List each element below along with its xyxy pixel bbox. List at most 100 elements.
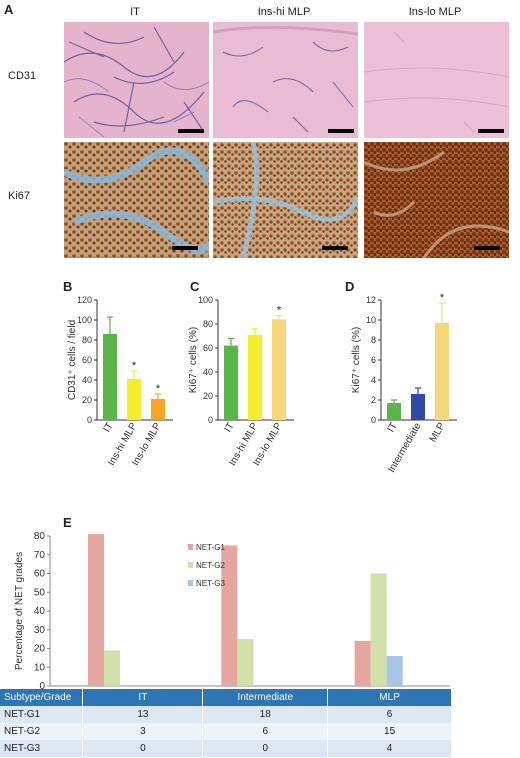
bar	[151, 399, 165, 420]
micrograph-cd31-it	[64, 22, 209, 138]
legend-label: NET-G1	[196, 543, 225, 552]
y-tick-label: 40	[82, 375, 92, 385]
table-header: Intermediate	[202, 689, 329, 706]
y-tick-label: 50	[34, 587, 46, 598]
bar	[386, 656, 403, 686]
table-cell: 6	[202, 723, 329, 740]
ki67-texture	[213, 142, 358, 258]
panel-a-letter: A	[4, 2, 14, 17]
y-tick-label: 70	[34, 550, 46, 561]
y-tick-label: 8	[371, 335, 376, 345]
category-label: IT	[102, 421, 116, 434]
ki67-texture	[364, 142, 509, 258]
category-label: IT	[386, 421, 400, 434]
bar	[127, 379, 141, 420]
table-cell: 0	[82, 740, 204, 757]
table-cell: NET-G3	[0, 740, 84, 757]
table-cell: 0	[202, 740, 329, 757]
table-cell: NET-G1	[0, 706, 84, 723]
bar	[411, 394, 425, 420]
scale-bar	[478, 129, 504, 133]
y-tick-label: 120	[77, 295, 92, 305]
bar	[272, 319, 286, 420]
y-tick-label: 60	[203, 343, 213, 353]
scale-bar	[322, 246, 348, 250]
category-label: MLP	[428, 421, 448, 445]
table-cell: 15	[327, 723, 452, 740]
bar	[224, 345, 238, 420]
ki67-texture	[64, 142, 209, 258]
y-tick-label: 4	[371, 375, 376, 385]
y-tick-label: 20	[203, 391, 213, 401]
y-tick-label: 80	[203, 319, 213, 329]
table-cell: 18	[202, 706, 329, 723]
legend-swatch	[188, 544, 193, 550]
y-tick-label: 60	[82, 355, 92, 365]
y-tick-label: 12	[366, 295, 376, 305]
y-tick-label: 60	[34, 569, 46, 580]
significance-marker: *	[132, 360, 137, 372]
scale-bar	[328, 129, 354, 133]
row-label-cd31: CD31	[8, 70, 37, 82]
table-row: NET-G2 3 6 15	[0, 723, 452, 740]
table-header: MLP	[327, 689, 452, 706]
significance-marker: *	[440, 292, 445, 304]
row-label-ki67: Ki67	[8, 190, 31, 202]
y-tick-label: 80	[82, 335, 92, 345]
table-cell: 6	[327, 706, 452, 723]
y-tick-label: 80	[34, 531, 46, 542]
bar	[88, 534, 104, 686]
scale-bar	[178, 129, 204, 133]
chart-e-net-grades: 0 10 20 30 40 50 60 70 80 Percentage of NET grade…	[14, 531, 450, 692]
table-row: NET-G1 13 18 6	[0, 706, 452, 723]
y-tick-label: 100	[198, 295, 213, 305]
micrograph-ki67-it	[64, 142, 209, 258]
cd31-vessel-texture	[213, 22, 358, 138]
legend-swatch	[188, 580, 193, 586]
panel-e-letter: E	[63, 515, 72, 530]
table-header: Subtype/Grade	[0, 689, 84, 706]
table-cell: 4	[327, 740, 452, 757]
micrograph-ki67-ins-hi	[213, 142, 358, 258]
scale-bar	[474, 246, 500, 250]
y-tick-label: 0	[208, 415, 213, 425]
y-tick-label: 10	[34, 662, 46, 673]
legend-label: NET-G2	[196, 561, 225, 570]
y-tick-label: 0	[371, 415, 376, 425]
table-cell: NET-G2	[0, 723, 84, 740]
bar	[435, 323, 449, 420]
category-label: IT	[223, 421, 237, 434]
y-axis-label: Percentage of NET grades	[14, 552, 25, 670]
cd31-vessel-texture	[64, 22, 209, 138]
column-header-ins-hi-mlp: Ins-hi MLP	[257, 6, 311, 18]
y-axis-label: Ki67⁺ cells (%)	[188, 327, 199, 393]
bar	[221, 545, 238, 686]
cd31-vessel-texture	[364, 22, 509, 138]
column-header-it: IT	[130, 6, 140, 18]
y-tick-label: 100	[77, 315, 92, 325]
panel-c-letter: C	[190, 279, 200, 294]
table-header: IT	[82, 689, 204, 706]
table-cell: 3	[82, 723, 204, 740]
micrograph-ki67-ins-lo	[364, 142, 509, 258]
legend-label: NET-G3	[196, 579, 225, 588]
y-axis-label: CD31⁺ cells / field	[67, 320, 78, 400]
panel-d-letter: D	[345, 279, 355, 294]
bar	[237, 639, 254, 686]
significance-marker: *	[156, 383, 161, 395]
y-tick-label: 40	[203, 367, 213, 377]
bar	[104, 650, 120, 686]
net-grade-table: Subtype/Grade IT Intermediate MLP NET-G1…	[0, 689, 452, 757]
y-axis-label: Ki67⁺ cells (%)	[351, 327, 362, 393]
micrograph-cd31-ins-hi	[213, 22, 358, 138]
bar	[103, 334, 117, 420]
y-tick-label: 2	[371, 395, 376, 405]
y-tick-label: 20	[82, 395, 92, 405]
bar	[354, 641, 371, 686]
y-tick-label: 6	[371, 355, 376, 365]
y-tick-label: 40	[34, 606, 46, 617]
y-tick-label: 10	[366, 315, 376, 325]
scale-bar	[172, 246, 198, 250]
table-row: NET-G3 0 0 4	[0, 740, 452, 757]
